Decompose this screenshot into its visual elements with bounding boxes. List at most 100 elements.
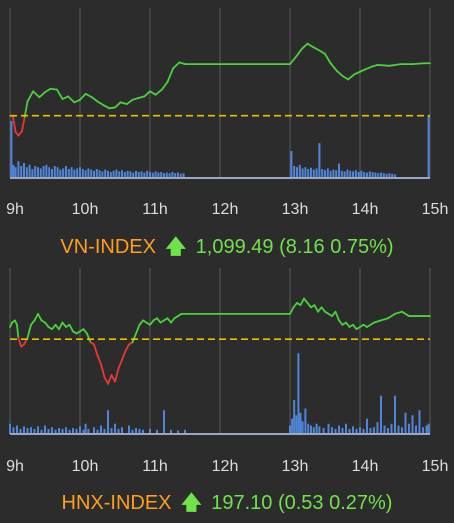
price-segment xyxy=(317,306,323,313)
price-segment xyxy=(56,88,64,100)
price-segment xyxy=(376,64,391,67)
price-segment xyxy=(126,98,134,105)
price-segment xyxy=(86,332,92,344)
price-segment xyxy=(300,42,309,50)
price-segment xyxy=(124,343,130,352)
price-segment xyxy=(388,63,402,67)
hnx-index-headline: HNX-INDEX 🡅 197.10 (0.53 0.27%) xyxy=(0,491,454,515)
index-value: 197.10 xyxy=(211,492,273,514)
price-segment xyxy=(30,319,36,326)
price-segment xyxy=(306,302,312,309)
x-tick-label: 13h xyxy=(282,458,309,475)
price-segment xyxy=(370,64,379,68)
price-segment xyxy=(143,90,151,98)
price-segment xyxy=(149,90,157,96)
price-segment xyxy=(306,42,315,48)
price-segment xyxy=(96,354,102,366)
price-segment xyxy=(26,323,32,339)
price-segment xyxy=(156,317,162,324)
price-segment xyxy=(172,61,181,70)
vn-index-panel: 9h 10h 11h 12h 13h 14h 15h VN-INDEX 🡅 1,099.49… xyxy=(0,8,454,259)
price-segment xyxy=(114,101,122,109)
price-segment xyxy=(318,49,326,55)
price-segment xyxy=(289,56,297,65)
price-segment xyxy=(313,304,319,313)
price-segment xyxy=(352,323,358,331)
price-segment xyxy=(32,90,41,99)
price-segment xyxy=(114,367,120,383)
x-tick-label: 15h xyxy=(422,458,449,475)
price-segment xyxy=(33,312,39,322)
price-segment xyxy=(135,323,141,335)
price-segment xyxy=(166,67,175,83)
x-tick-label: 12h xyxy=(212,201,239,218)
hnx-index-chart: 9h 10h 11h 12h 13h 14h 15h xyxy=(6,268,449,475)
price-segment xyxy=(394,310,403,315)
price-segment xyxy=(17,130,23,137)
price-segment xyxy=(289,306,295,315)
price-segment xyxy=(341,75,350,81)
price-segment xyxy=(335,70,344,77)
price-segment xyxy=(61,321,67,328)
price-segment xyxy=(58,321,64,331)
price-segment xyxy=(96,100,104,106)
vn-index-headline: VN-INDEX 🡅 1,099.49 (8.16 0.75%) xyxy=(0,235,454,259)
price-segment xyxy=(359,68,367,73)
price-segment xyxy=(79,92,87,101)
price-segment xyxy=(100,363,106,379)
index-name: HNX-INDEX xyxy=(61,492,172,514)
price-segment xyxy=(102,104,111,110)
price-segment xyxy=(82,328,88,335)
x-tick-label: 14h xyxy=(352,201,379,218)
x-tick-label: 15h xyxy=(422,201,449,218)
price-segment xyxy=(17,336,23,348)
price-segment xyxy=(138,319,144,326)
price-segment xyxy=(312,46,321,52)
price-segment xyxy=(149,319,155,326)
price-segment xyxy=(44,87,52,94)
price-segment xyxy=(170,317,176,324)
price-segment xyxy=(67,95,76,104)
x-tick-label: 10h xyxy=(72,201,99,218)
price-segment xyxy=(61,95,69,100)
x-tick-label: 10h xyxy=(72,458,99,475)
price-segment xyxy=(380,317,389,322)
price-segment xyxy=(103,376,109,385)
x-tick-label: 14h xyxy=(352,458,379,475)
price-segment xyxy=(91,96,99,103)
x-tick-label: 13h xyxy=(282,201,309,218)
vn-index-chart: 9h 10h 11h 12h 13h 14h 15h xyxy=(6,8,449,218)
price-segment xyxy=(16,323,20,339)
up-arrow-icon: 🡅 xyxy=(181,492,202,514)
price-segment xyxy=(401,310,410,317)
price-segment xyxy=(294,47,303,59)
price-segment xyxy=(373,319,382,324)
price-segment xyxy=(166,317,172,324)
index-change: (0.53 0.27%) xyxy=(277,492,393,514)
price-segment xyxy=(364,65,373,71)
price-segment xyxy=(366,321,375,328)
price-segment xyxy=(44,321,50,328)
price-segment xyxy=(411,62,426,65)
x-tick-label: 11h xyxy=(142,458,168,475)
price-segment xyxy=(324,53,332,65)
price-segment xyxy=(108,106,116,110)
price-segment xyxy=(299,297,305,307)
price-segment xyxy=(20,115,26,133)
price-segment xyxy=(38,91,46,99)
price-segment xyxy=(160,81,169,91)
price-segment xyxy=(334,310,340,322)
price-segment xyxy=(347,73,356,81)
price-segment xyxy=(353,70,361,76)
price-segment xyxy=(137,95,146,99)
price-segment xyxy=(73,98,81,104)
price-segment xyxy=(37,312,43,322)
price-segment xyxy=(49,87,58,91)
price-segment xyxy=(154,88,163,96)
x-tick-label: 9h xyxy=(6,201,24,218)
price-segment xyxy=(131,97,140,101)
price-segment xyxy=(292,302,298,309)
price-segment xyxy=(84,92,93,99)
x-tick-label: 11h xyxy=(142,201,168,218)
price-segment xyxy=(23,100,29,118)
